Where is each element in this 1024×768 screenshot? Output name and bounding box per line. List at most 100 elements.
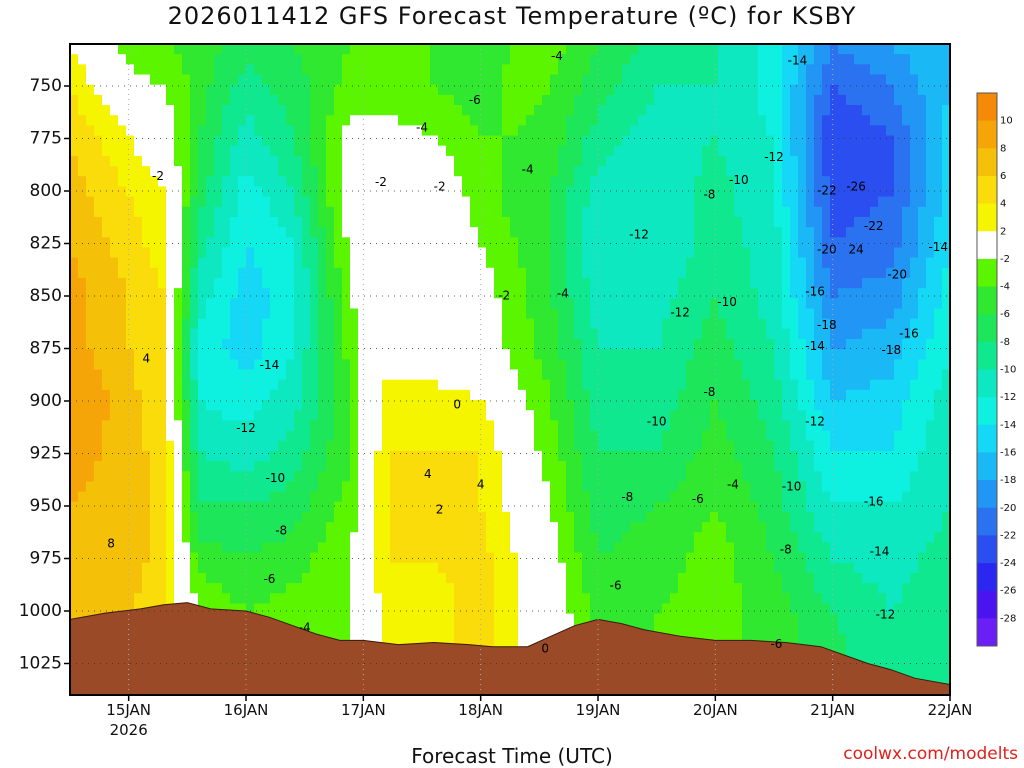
temperature-cell	[126, 227, 135, 238]
temperature-cell	[118, 176, 127, 187]
temperature-cell	[406, 440, 415, 452]
temperature-cell	[94, 115, 103, 126]
temperature-cell	[382, 338, 391, 350]
temperature-cell	[310, 115, 319, 126]
temperature-cell	[406, 318, 415, 330]
temperature-cell	[318, 328, 327, 340]
temperature-cell	[342, 389, 351, 401]
temperature-cell	[382, 583, 391, 594]
temperature-cell	[310, 583, 319, 594]
temperature-cell	[102, 155, 111, 167]
temperature-cell	[382, 196, 391, 208]
temperature-cell	[94, 247, 103, 259]
temperature-cell	[518, 125, 527, 137]
temperature-cell	[414, 522, 423, 533]
temperature-cell	[414, 247, 423, 259]
temperature-cell	[438, 400, 447, 411]
temperature-cell	[294, 216, 303, 228]
temperature-cell	[222, 54, 231, 65]
temperature-cell	[678, 298, 687, 310]
temperature-cell	[382, 115, 391, 126]
temperature-cell	[566, 613, 575, 625]
temperature-cell	[302, 186, 311, 198]
temperature-cell	[182, 450, 191, 462]
temperature-cell	[598, 227, 607, 238]
temperature-cell	[246, 155, 255, 167]
temperature-cell	[334, 125, 343, 137]
temperature-cell	[166, 562, 175, 574]
temperature-cell	[382, 562, 391, 574]
temperature-cell	[270, 359, 279, 371]
temperature-cell	[614, 420, 623, 432]
temperature-cell	[518, 379, 527, 391]
temperature-cell	[654, 369, 663, 381]
temperature-cell	[182, 84, 191, 96]
temperature-cell	[198, 450, 207, 462]
temperature-cell	[278, 440, 287, 452]
temperature-cell	[502, 532, 511, 544]
temperature-cell	[454, 318, 463, 330]
temperature-cell	[598, 389, 607, 401]
temperature-cell	[478, 74, 487, 86]
temperature-cell	[614, 562, 623, 574]
temperature-cell	[670, 125, 679, 137]
temperature-cell	[478, 481, 487, 493]
temperature-cell	[198, 461, 207, 472]
temperature-cell	[422, 196, 431, 208]
temperature-cell	[622, 257, 631, 269]
temperature-cell	[438, 277, 447, 289]
temperature-cell	[446, 593, 455, 605]
temperature-cell	[142, 430, 151, 442]
temperature-cell	[454, 247, 463, 259]
temperature-cell	[302, 481, 311, 493]
temperature-cell	[414, 227, 423, 238]
temperature-cell	[214, 145, 223, 157]
temperature-cell	[558, 54, 567, 65]
temperature-cell	[542, 338, 551, 350]
temperature-cell	[222, 318, 231, 330]
temperature-cell	[190, 196, 199, 208]
temperature-cell	[598, 318, 607, 330]
temperature-cell	[550, 206, 559, 218]
temperature-cell	[686, 288, 695, 299]
temperature-cell	[478, 216, 487, 228]
temperature-cell	[622, 572, 631, 584]
temperature-cell	[542, 64, 551, 76]
temperature-cell	[630, 206, 639, 218]
temperature-cell	[454, 593, 463, 605]
temperature-cell	[390, 430, 399, 442]
temperature-cell	[286, 400, 295, 411]
temperature-cell	[358, 532, 367, 544]
temperature-cell	[222, 440, 231, 452]
temperature-cell	[422, 237, 431, 249]
temperature-cell	[686, 562, 695, 574]
temperature-cell	[198, 54, 207, 65]
temperature-cell	[270, 389, 279, 401]
temperature-cell	[70, 308, 79, 320]
temperature-cell	[614, 522, 623, 533]
temperature-cell	[446, 389, 455, 401]
temperature-cell	[390, 298, 399, 310]
temperature-cell	[134, 420, 143, 432]
temperature-cell	[574, 44, 583, 55]
temperature-cell	[182, 135, 191, 147]
temperature-cell	[638, 84, 647, 96]
temperature-cell	[70, 186, 79, 198]
temperature-cell	[550, 328, 559, 340]
temperature-cell	[310, 461, 319, 472]
temperature-cell	[110, 186, 119, 198]
temperature-cell	[374, 613, 383, 625]
temperature-cell	[670, 481, 679, 493]
temperature-cell	[94, 125, 103, 137]
temperature-cell	[230, 94, 239, 106]
temperature-cell	[694, 74, 703, 86]
temperature-cell	[550, 552, 559, 564]
temperature-cell	[110, 247, 119, 259]
temperature-cell	[118, 216, 127, 228]
temperature-cell	[566, 94, 575, 106]
temperature-cell	[262, 318, 271, 330]
temperature-cell	[518, 349, 527, 360]
temperature-cell	[598, 471, 607, 482]
temperature-cell	[470, 227, 479, 238]
temperature-cell	[126, 338, 135, 350]
